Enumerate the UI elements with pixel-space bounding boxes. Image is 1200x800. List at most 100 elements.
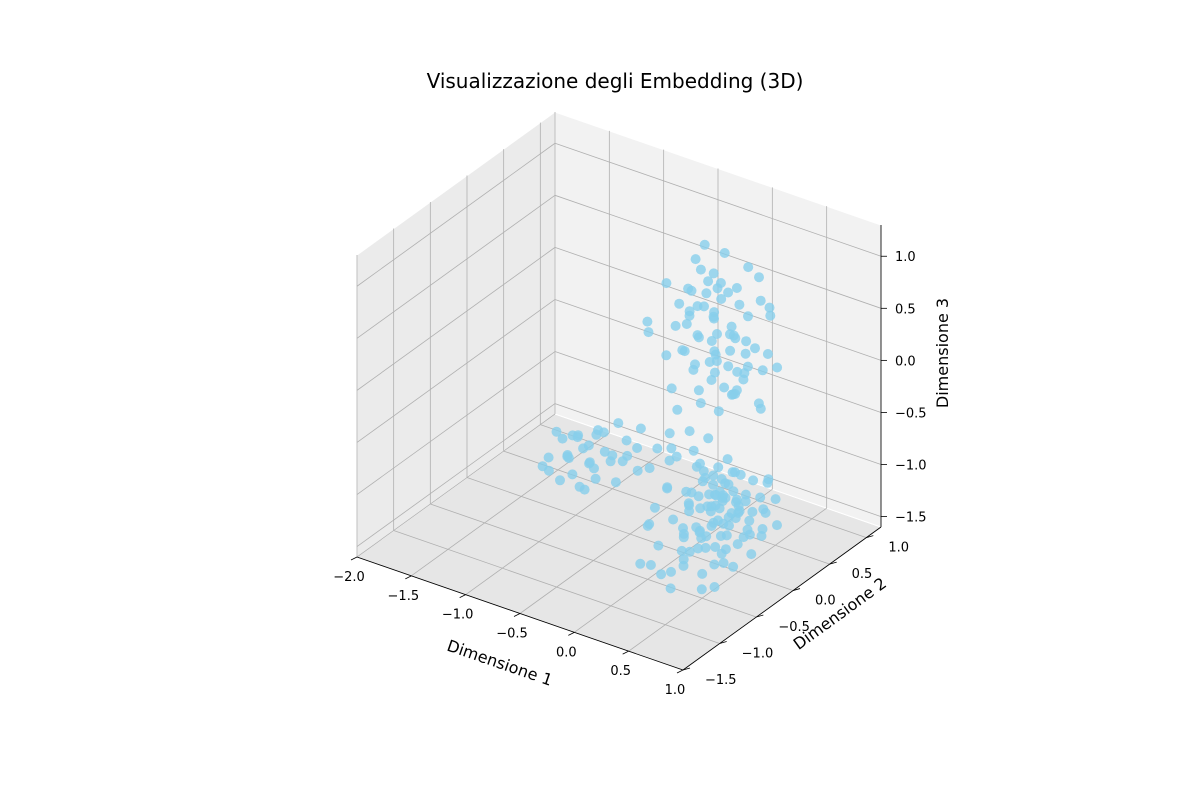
y-tick-label: 1.0 xyxy=(888,541,909,556)
x-tick-label: −2.0 xyxy=(333,570,365,585)
data-point xyxy=(610,477,621,488)
data-point xyxy=(683,498,694,509)
data-point xyxy=(697,476,708,487)
data-point xyxy=(621,435,632,446)
x-tick-label: 0.0 xyxy=(556,645,577,660)
data-point xyxy=(662,483,673,494)
data-point xyxy=(716,548,727,559)
y-tick-label: 0.5 xyxy=(852,567,873,582)
data-point xyxy=(572,432,583,443)
data-point xyxy=(693,332,704,343)
data-point xyxy=(713,462,724,473)
chart-title: Visualizzazione degli Embedding (3D) xyxy=(427,69,804,93)
x-tick-mark xyxy=(513,613,521,617)
data-point xyxy=(708,268,719,279)
data-point xyxy=(731,283,742,293)
y-axis-label: Dimensione 2 xyxy=(790,573,890,653)
data-point xyxy=(701,288,712,299)
grid-line-z-side xyxy=(356,351,556,495)
data-point xyxy=(695,398,706,409)
data-point xyxy=(718,558,729,568)
data-point xyxy=(665,583,676,594)
data-point xyxy=(613,418,624,429)
data-point xyxy=(710,542,721,552)
data-point xyxy=(709,367,720,378)
z-tick-label: −0.5 xyxy=(895,406,927,421)
data-point xyxy=(753,398,764,409)
y-axis-line xyxy=(682,526,882,671)
data-point xyxy=(644,463,655,474)
data-point xyxy=(591,429,602,440)
data-point xyxy=(711,356,722,367)
data-point xyxy=(562,451,573,462)
grid-line-z-side xyxy=(356,142,556,287)
data-point xyxy=(694,527,705,538)
data-point xyxy=(727,467,738,478)
data-point xyxy=(599,446,610,457)
data-point xyxy=(617,456,628,467)
data-point xyxy=(632,465,643,476)
data-point xyxy=(664,428,675,439)
data-point xyxy=(710,490,721,501)
data-point xyxy=(676,545,687,556)
data-point xyxy=(686,487,697,498)
data-point xyxy=(743,311,753,322)
data-point xyxy=(661,350,672,361)
x-tick-label: −1.0 xyxy=(442,608,474,623)
data-point xyxy=(666,566,676,577)
data-points xyxy=(537,239,783,595)
data-point xyxy=(728,486,739,497)
data-point xyxy=(555,475,565,486)
data-point xyxy=(557,433,568,444)
x-tick-label: −0.5 xyxy=(496,627,528,642)
data-point xyxy=(731,494,742,505)
y-tick-mark xyxy=(792,588,801,591)
tick-labels: −2.0 −1.5 −1.0 −0.5 0.0 0.5 1.0 −1.5 −1.0 −0.5 0.0… xyxy=(333,250,926,698)
data-point xyxy=(693,385,704,396)
data-point xyxy=(715,531,726,541)
data-point xyxy=(589,463,599,474)
data-point xyxy=(607,450,618,461)
x-tick-mark xyxy=(568,631,575,636)
data-point xyxy=(732,539,743,550)
data-point xyxy=(723,287,734,298)
data-point xyxy=(688,445,699,456)
data-point xyxy=(672,404,683,415)
data-point xyxy=(644,519,655,529)
data-point xyxy=(703,433,714,444)
data-point xyxy=(744,515,755,526)
data-point xyxy=(579,484,590,495)
data-point xyxy=(748,475,759,486)
data-point xyxy=(712,515,723,526)
axis-panes xyxy=(355,111,883,671)
grid-line-z-side xyxy=(356,299,556,443)
data-point xyxy=(764,302,775,313)
data-point xyxy=(740,348,751,359)
data-point xyxy=(583,440,594,451)
data-point xyxy=(590,473,601,484)
data-point xyxy=(653,540,664,551)
data-point xyxy=(537,461,548,472)
grid-line-z-back xyxy=(554,194,882,309)
data-point xyxy=(656,569,667,580)
data-point xyxy=(643,327,654,338)
data-point xyxy=(681,319,692,329)
grid-line-z-side xyxy=(356,247,556,391)
grid-line-y-floor xyxy=(466,477,794,591)
data-point xyxy=(696,584,707,595)
data-point xyxy=(746,549,757,560)
data-point xyxy=(747,506,758,517)
grid-line-z-back xyxy=(554,403,882,517)
data-point xyxy=(770,494,781,505)
data-point xyxy=(765,310,776,321)
data-point xyxy=(649,502,660,513)
data-point xyxy=(762,349,773,359)
data-point xyxy=(684,546,695,557)
y-tick-mark xyxy=(682,667,691,671)
data-point xyxy=(695,264,706,275)
grid-line-y-floor xyxy=(393,530,720,644)
data-point xyxy=(755,295,766,306)
data-point xyxy=(708,470,719,481)
data-point xyxy=(551,426,562,437)
grid-line-z-back xyxy=(554,142,882,257)
